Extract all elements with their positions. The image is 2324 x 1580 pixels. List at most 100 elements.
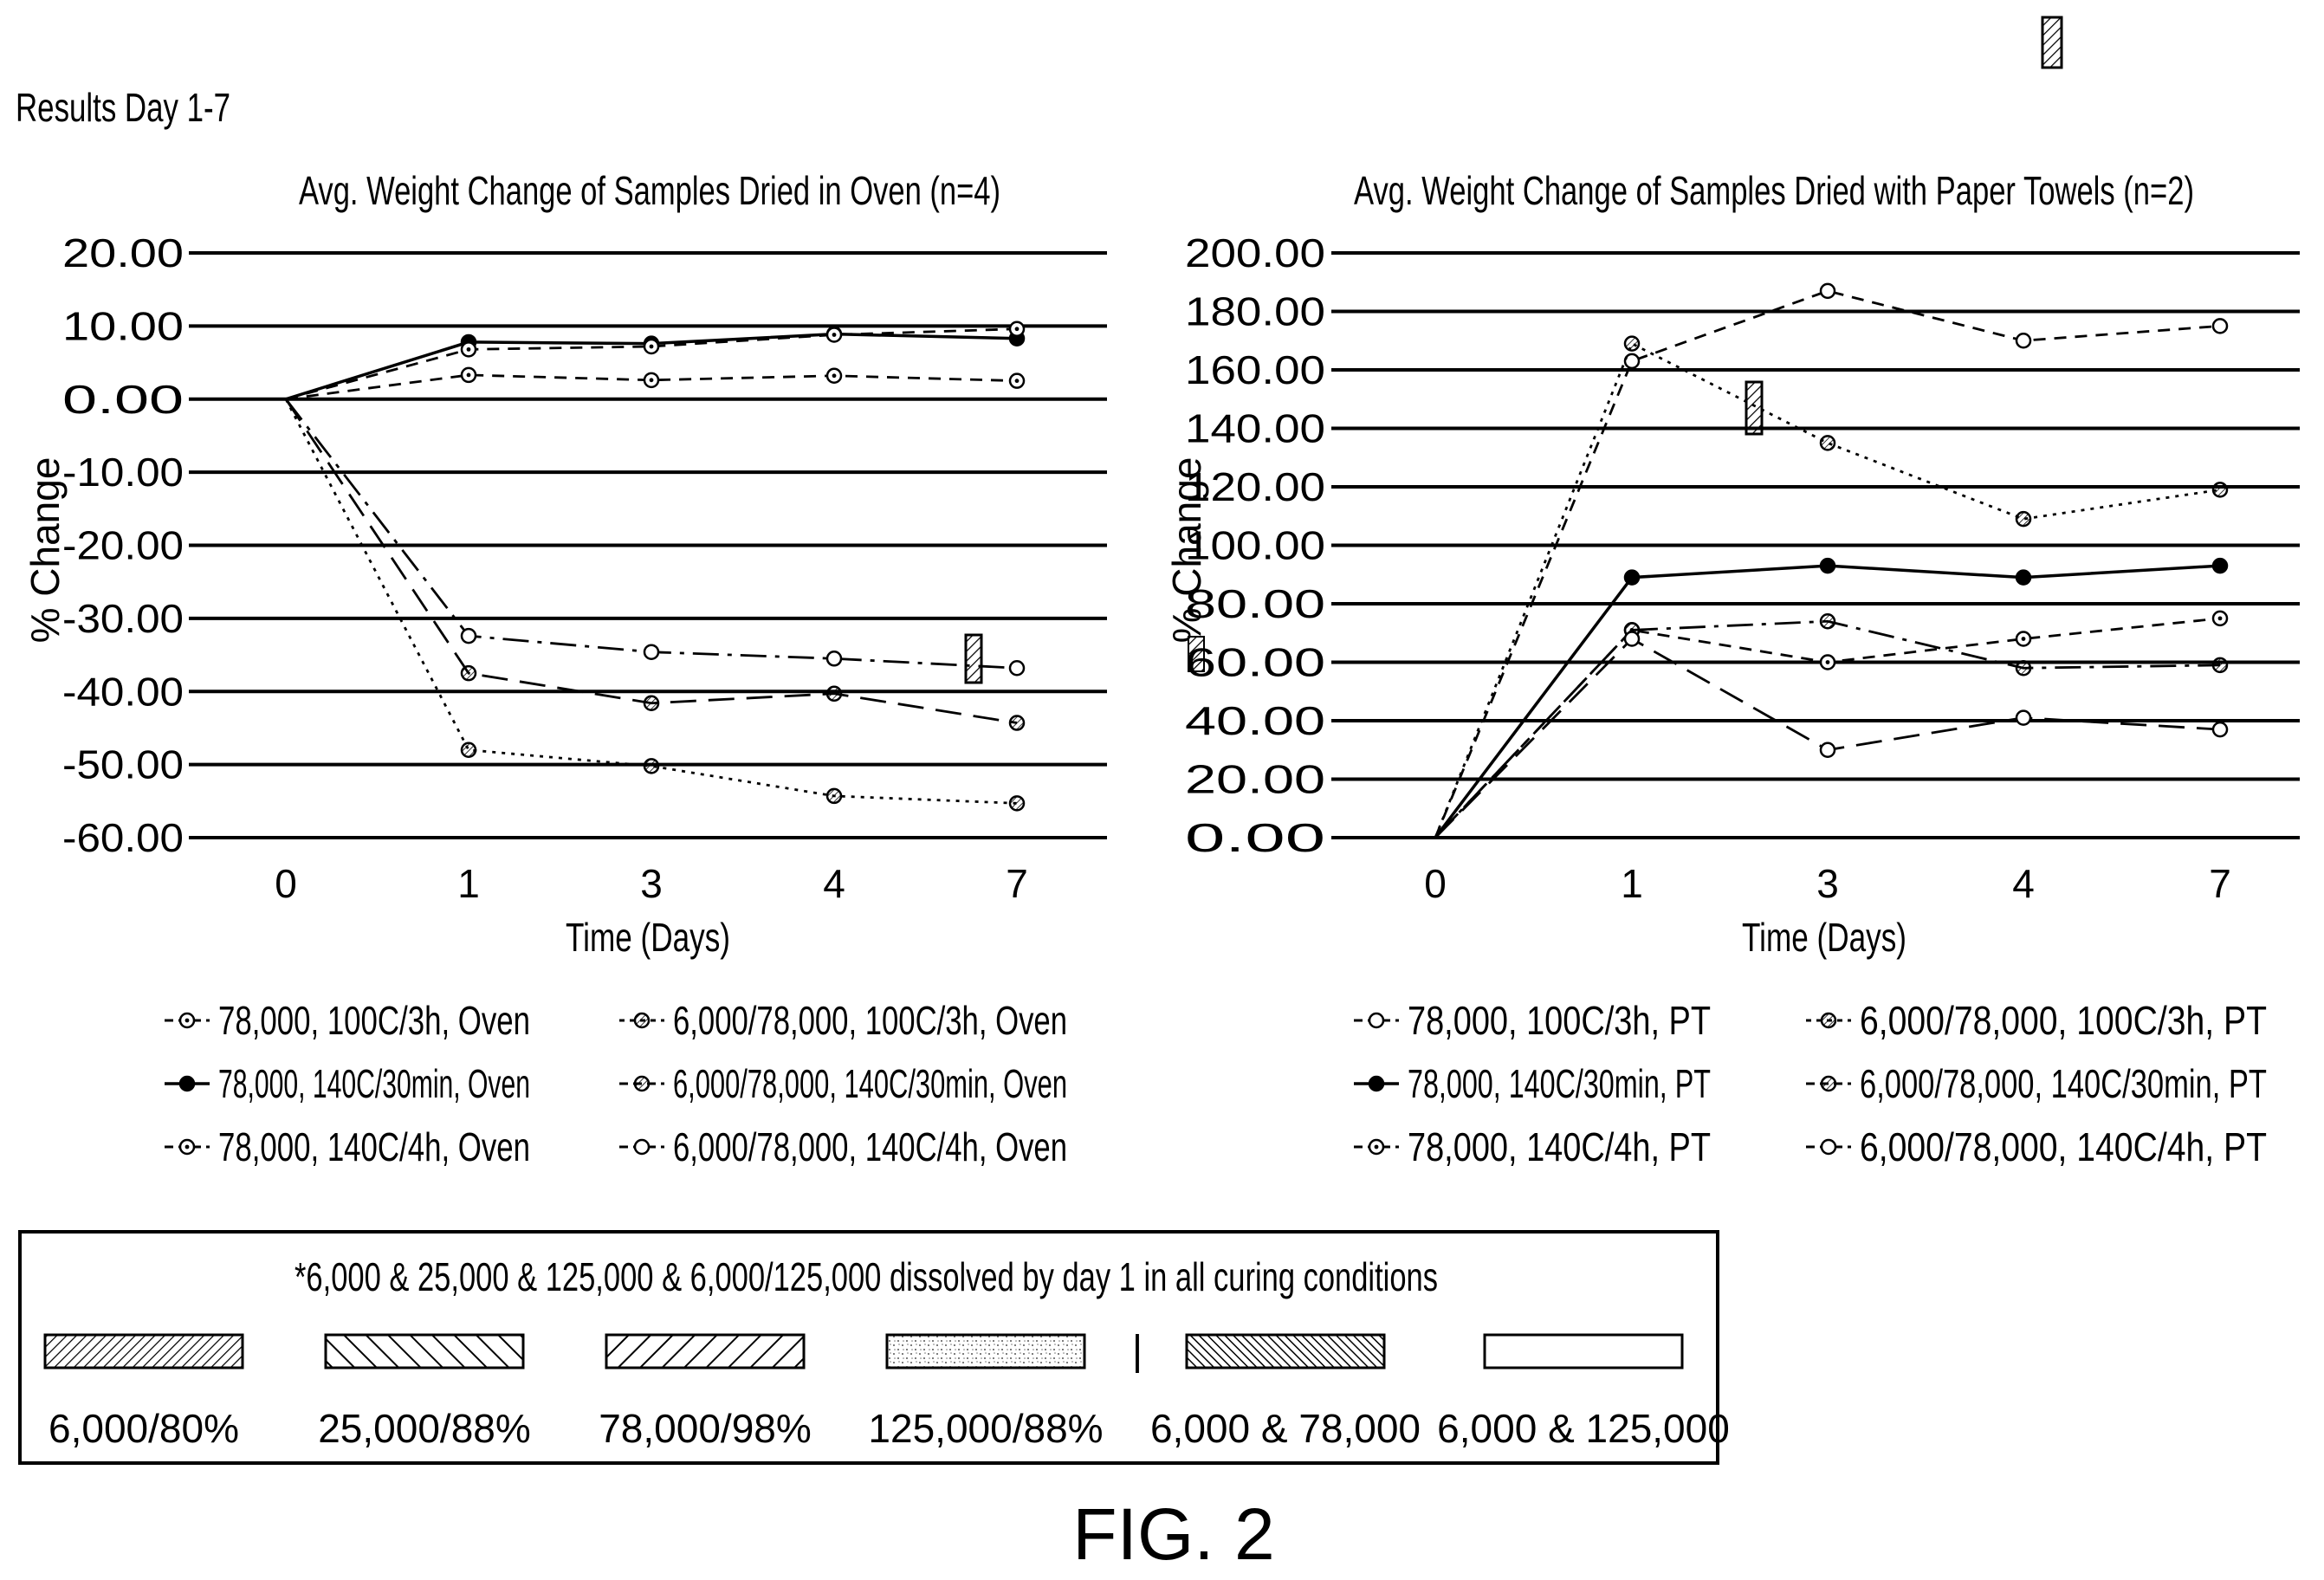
legend-label: 6,000/78,000, 140C/4h, Oven [673, 1124, 1067, 1169]
legend-label: 78,000, 140C/4h, PT [1408, 1124, 1711, 1169]
key-box-note: *6,000 & 25,000 & 125,000 & 6,000/125,00… [295, 1254, 1438, 1299]
x-tick-label: 3 [640, 861, 663, 906]
series-5 [284, 398, 1026, 677]
series-line [285, 373, 1018, 401]
y-tick-label: 200.00 [1185, 230, 1325, 275]
x-axis-label: Time (Days) [1742, 915, 1906, 960]
gridlines [1331, 251, 2300, 839]
data-point-center [466, 346, 471, 352]
data-point [2211, 557, 2229, 574]
key-label: 125,000/88% [868, 1406, 1103, 1451]
legend-label: 6,000/78,000, 140C/4h, PT [1860, 1124, 2267, 1169]
legend-entry: 78,000, 140C/4h, PT [1354, 1124, 1711, 1169]
series-4 [1434, 613, 2229, 839]
data-point-center [1825, 660, 1830, 664]
data-point [1819, 282, 1836, 300]
y-tick-label: 40.00 [1185, 698, 1325, 743]
legend-label: 6,000/78,000, 140C/30min, Oven [673, 1061, 1067, 1106]
data-point [2015, 510, 2032, 528]
data-point [1820, 1138, 1837, 1156]
data-point-center [832, 333, 837, 337]
legend-entry: 78,000, 100C/3h, PT [1354, 998, 1711, 1043]
legend-entry: 6,000/78,000, 140C/4h, Oven [619, 1124, 1067, 1169]
y-tick-label: 0.00 [1185, 815, 1325, 860]
data-point-center [649, 344, 654, 349]
data-point [2211, 482, 2229, 498]
x-tick-label: 3 [1816, 861, 1839, 906]
y-tick-label: 20.00 [1185, 757, 1325, 802]
key-swatch [1483, 1333, 1684, 1370]
legend: 78,000, 100C/3h, PT 78,000, 140C/30min, P… [1354, 998, 2267, 1169]
key-item: 25,000/88% [318, 1333, 531, 1451]
data-point [2211, 657, 2229, 674]
legend-entry: 6,000/78,000, 100C/3h, PT [1806, 998, 2267, 1043]
key-item: 6,000 & 125,000 [1437, 1333, 1730, 1451]
x-tick-label: 7 [1006, 861, 1028, 906]
x-tick-label: 7 [2209, 861, 2231, 906]
legend-entry: 6,000/78,000, 140C/4h, PT [1806, 1124, 2267, 1169]
data-point [2211, 318, 2229, 334]
data-point [825, 685, 843, 703]
series-0 [285, 366, 1026, 401]
series-line [284, 398, 1018, 805]
y-tick-label: 140.00 [1185, 406, 1325, 451]
data-point [1008, 660, 1026, 677]
key-label: 6,000 & 125,000 [1437, 1406, 1730, 1451]
legend-entry: 78,000, 140C/4h, Oven [165, 1124, 530, 1169]
data-point [2211, 721, 2229, 738]
x-tick-label: 4 [823, 861, 845, 906]
chart-title: Avg. Weight Change of Samples Dried in O… [299, 168, 1000, 213]
series-line [284, 398, 1018, 724]
data-point [633, 1138, 651, 1156]
y-tick-label: -40.00 [62, 669, 184, 714]
series-4 [284, 398, 1026, 731]
key-box: *6,000 & 25,000 & 125,000 & 6,000/125,00… [18, 1230, 1730, 1465]
results-caption: Results Day 1-7 [16, 85, 230, 130]
data-point-center [184, 1144, 190, 1149]
key-item: 125,000/88% [868, 1333, 1104, 1451]
y-tick-label: 160.00 [1185, 347, 1325, 392]
data-point-center [1014, 379, 1020, 384]
key-item: 6,000/80% [43, 1333, 244, 1451]
legend-label: 78,000, 140C/30min, Oven [218, 1061, 530, 1106]
data-point [1623, 335, 1641, 352]
legend-entry: 78,000, 140C/30min, Oven [165, 1061, 530, 1106]
legend-label: 78,000, 100C/3h, Oven [218, 998, 530, 1043]
legend-entry: 78,000, 140C/30min, PT [1354, 1061, 1711, 1106]
data-point [1819, 557, 1836, 574]
data-point [633, 1012, 651, 1029]
paper-towel-chart: Avg. Weight Change of Samples Dried with… [1164, 168, 2300, 1169]
legend-label: 6,000/78,000, 140C/30min, PT [1860, 1061, 2267, 1106]
legend-label: 78,000, 140C/4h, Oven [218, 1124, 530, 1169]
y-tick-label: -30.00 [62, 596, 184, 641]
y-tick-label: 0.00 [62, 377, 184, 422]
figure-label: FIG. 2 [1072, 1493, 1274, 1575]
y-tick-label: 10.00 [62, 303, 184, 348]
data-point [1623, 353, 1641, 370]
series-line [284, 398, 1018, 670]
series-group [284, 321, 1026, 812]
y-tick-label: -20.00 [62, 523, 184, 568]
key-item: 6,000 & 78,000 [1150, 1333, 1421, 1451]
y-tick-label: 180.00 [1185, 289, 1325, 334]
series-2 [1434, 610, 2229, 839]
legend-label: 78,000, 100C/3h, PT [1408, 998, 1711, 1043]
key-box-separator: | [1132, 1328, 1143, 1374]
y-tick-labels: 20.00 10.00 0.00 -10.00 -20.00 -30.00 -40.00 -5… [62, 230, 184, 860]
series-line [1434, 564, 2221, 839]
x-tick-label: 0 [275, 861, 297, 906]
data-point-center [649, 378, 654, 383]
series-0 [1434, 282, 2229, 839]
stray-hatch-mark [1188, 636, 1205, 672]
data-point [178, 1075, 196, 1092]
legend-entry: 6,000/78,000, 140C/30min, PT [1806, 1061, 2267, 1106]
stray-hatch-mark [2041, 16, 2063, 69]
series-group [1434, 282, 2229, 839]
data-point-center [832, 373, 837, 379]
gridlines [189, 251, 1107, 839]
y-tick-label: -60.00 [62, 815, 184, 860]
data-point [460, 664, 477, 682]
y-tick-label: -10.00 [62, 450, 184, 495]
legend-label: 6,000/78,000, 100C/3h, Oven [673, 998, 1067, 1043]
